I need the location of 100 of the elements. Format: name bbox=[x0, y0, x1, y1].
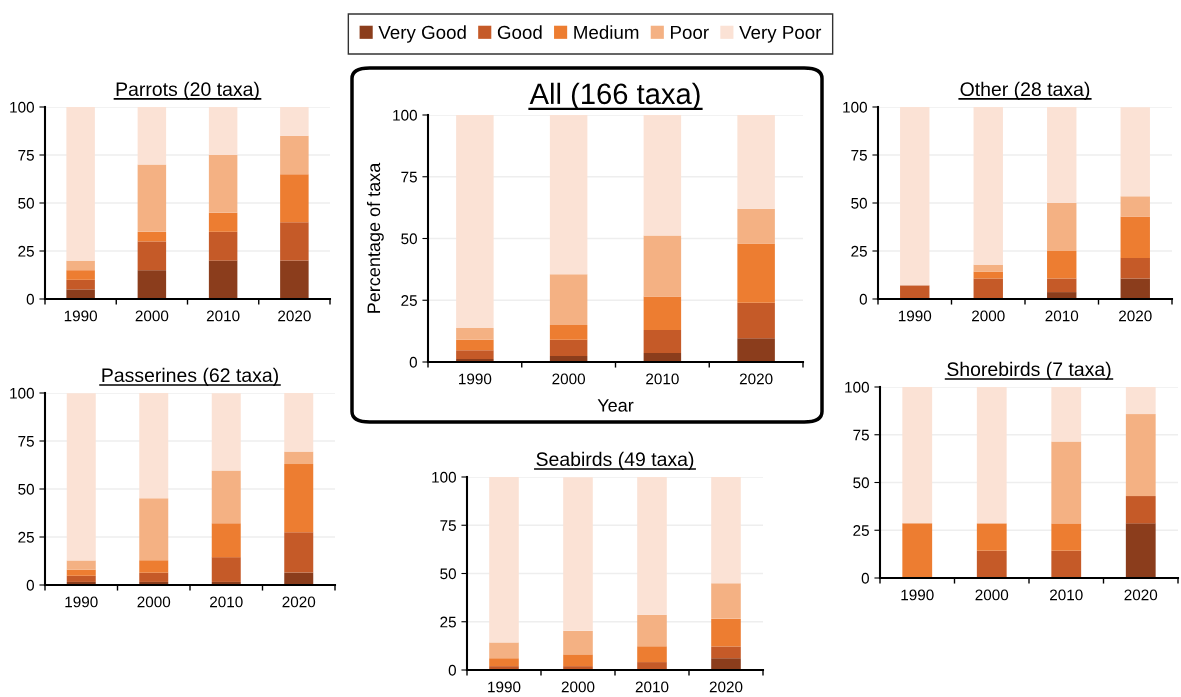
bar bbox=[563, 477, 593, 631]
bar bbox=[973, 278, 1003, 299]
bar bbox=[66, 575, 96, 582]
bar bbox=[208, 155, 238, 213]
x-tick-label: 2020 bbox=[278, 310, 311, 322]
bar bbox=[1047, 203, 1077, 251]
y-tick-label: 25 bbox=[18, 245, 34, 257]
bar bbox=[900, 107, 930, 286]
y-tick-label: 75 bbox=[440, 520, 456, 531]
bar bbox=[456, 115, 494, 328]
bar bbox=[280, 135, 309, 175]
chart-title: Passerines (62 taxa) bbox=[102, 367, 278, 386]
bar bbox=[139, 393, 169, 499]
bar bbox=[711, 658, 741, 670]
bar bbox=[280, 107, 309, 136]
bar bbox=[284, 451, 314, 465]
bar bbox=[139, 498, 169, 561]
bar bbox=[1125, 523, 1156, 578]
bar bbox=[549, 324, 588, 340]
x-tick-label: 2010 bbox=[210, 596, 243, 608]
bar bbox=[711, 618, 741, 647]
bar bbox=[284, 464, 314, 533]
bar bbox=[137, 107, 167, 165]
bar bbox=[1125, 496, 1156, 524]
bar bbox=[208, 260, 238, 299]
bar bbox=[900, 285, 930, 299]
bar bbox=[737, 302, 775, 339]
legend-label: Very Good bbox=[378, 25, 466, 43]
bar bbox=[902, 523, 933, 578]
bar bbox=[976, 550, 1007, 578]
bar bbox=[1047, 251, 1077, 279]
bar bbox=[456, 339, 494, 351]
legend-label: Medium bbox=[574, 25, 639, 40]
bar bbox=[284, 393, 314, 452]
y-tick-label: 50 bbox=[401, 233, 417, 245]
bar bbox=[637, 662, 667, 670]
bar bbox=[637, 614, 667, 647]
bar bbox=[549, 339, 588, 357]
bar bbox=[139, 560, 169, 573]
y-tick-label: 50 bbox=[851, 197, 867, 209]
bar bbox=[280, 222, 309, 261]
y-tick-label: 25 bbox=[401, 295, 417, 306]
bar bbox=[737, 208, 775, 244]
bar bbox=[211, 557, 241, 582]
x-tick-label: 2020 bbox=[282, 596, 316, 608]
x-tick-label: 1990 bbox=[488, 681, 521, 693]
bar bbox=[280, 260, 309, 299]
y-tick-label: 0 bbox=[26, 579, 34, 591]
bar bbox=[976, 523, 1007, 551]
bar bbox=[563, 654, 593, 667]
x-tick-label: 2000 bbox=[561, 681, 595, 693]
legend-label: Poor bbox=[671, 25, 709, 40]
bar bbox=[489, 658, 519, 667]
bar bbox=[1120, 216, 1150, 258]
bar bbox=[66, 270, 95, 280]
bar bbox=[1047, 107, 1077, 203]
bar bbox=[66, 107, 95, 261]
bar bbox=[1120, 257, 1150, 279]
y-tick-label: 75 bbox=[18, 436, 34, 447]
bar bbox=[66, 260, 95, 271]
bar bbox=[1125, 387, 1156, 415]
bar bbox=[737, 243, 775, 303]
bar bbox=[211, 523, 241, 558]
y-tick-label: 75 bbox=[851, 150, 867, 161]
x-tick-label: 2000 bbox=[552, 373, 586, 385]
x-tick-label: 1990 bbox=[901, 589, 934, 601]
bar bbox=[1047, 278, 1077, 293]
bar bbox=[1051, 523, 1082, 551]
x-tick-label: 2010 bbox=[1050, 589, 1083, 601]
x-tick-label: 2000 bbox=[975, 589, 1009, 601]
y-tick-label: 50 bbox=[18, 483, 34, 495]
bar bbox=[563, 630, 593, 655]
bar bbox=[66, 289, 95, 299]
x-tick-label: 1990 bbox=[898, 310, 932, 322]
bar bbox=[137, 270, 167, 299]
y-tick-label: 50 bbox=[853, 477, 869, 489]
bar bbox=[711, 646, 741, 659]
y-axis-title: Percentage of taxa bbox=[366, 162, 384, 313]
bar bbox=[208, 107, 238, 155]
y-tick-label: 0 bbox=[859, 293, 867, 305]
y-tick-label: 100 bbox=[432, 471, 456, 483]
bar bbox=[1051, 550, 1082, 578]
x-tick-label: 2010 bbox=[1045, 310, 1079, 322]
y-tick-label: 0 bbox=[26, 293, 34, 305]
x-tick-label: 1990 bbox=[65, 596, 98, 608]
chart-title: Parrots (20 taxa) bbox=[116, 81, 259, 100]
y-tick-label: 50 bbox=[440, 568, 456, 580]
y-tick-label: 100 bbox=[843, 101, 867, 113]
bar bbox=[973, 264, 1003, 272]
chart-title: All (166 taxa) bbox=[529, 82, 700, 110]
y-tick-label: 100 bbox=[393, 109, 417, 121]
x-tick-label: 2000 bbox=[135, 310, 169, 322]
y-tick-label: 100 bbox=[10, 387, 34, 399]
chart-title: Shorebirds (7 taxa) bbox=[947, 361, 1111, 380]
bar bbox=[211, 393, 241, 471]
y-tick-label: 0 bbox=[448, 664, 456, 676]
x-tick-label: 2010 bbox=[635, 681, 669, 693]
y-tick-label: 50 bbox=[18, 197, 34, 209]
y-tick-label: 100 bbox=[10, 101, 34, 113]
bar bbox=[137, 164, 167, 232]
